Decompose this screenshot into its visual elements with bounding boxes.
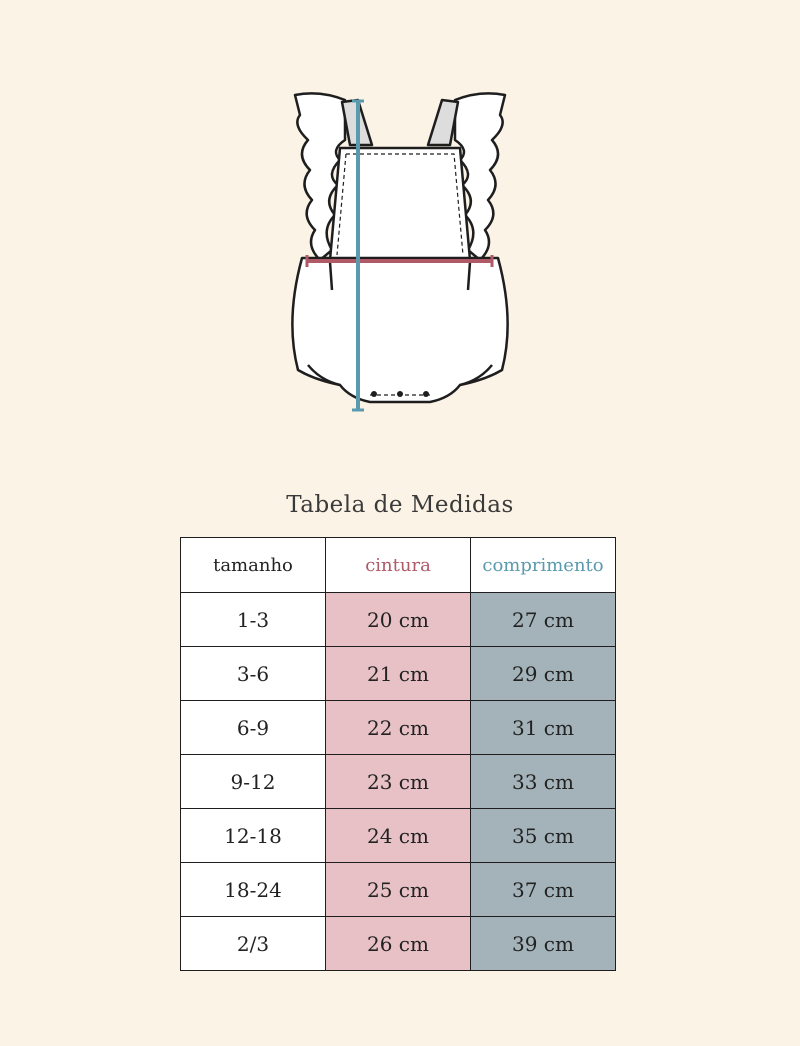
page-title: Tabela de Medidas xyxy=(286,492,514,518)
table-row: 2/3 26 cm 39 cm xyxy=(180,916,616,971)
tamanho-cell: 9-12 xyxy=(180,754,326,809)
table-row: 1-3 20 cm 27 cm xyxy=(180,592,616,647)
header-comprimento: comprimento xyxy=(470,537,616,593)
table-header-row: tamanho cintura comprimento xyxy=(180,537,616,593)
tamanho-cell: 6-9 xyxy=(180,700,326,755)
cintura-cell: 24 cm xyxy=(325,808,471,863)
size-table: tamanho cintura comprimento 1-3 20 cm 27 c… xyxy=(180,537,616,971)
table-row: 18-24 25 cm 37 cm xyxy=(180,862,616,917)
comprimento-cell: 29 cm xyxy=(470,646,616,701)
comprimento-cell: 37 cm xyxy=(470,862,616,917)
cintura-cell: 22 cm xyxy=(325,700,471,755)
cintura-cell: 21 cm xyxy=(325,646,471,701)
table-row: 6-9 22 cm 31 cm xyxy=(180,700,616,755)
header-tamanho: tamanho xyxy=(180,537,326,593)
romper-illustration xyxy=(291,92,509,412)
cintura-cell: 25 cm xyxy=(325,862,471,917)
header-cintura: cintura xyxy=(325,537,471,593)
table-row: 3-6 21 cm 29 cm xyxy=(180,646,616,701)
cintura-cell: 26 cm xyxy=(325,916,471,971)
tamanho-cell: 1-3 xyxy=(180,592,326,647)
cintura-cell: 23 cm xyxy=(325,754,471,809)
tamanho-cell: 12-18 xyxy=(180,808,326,863)
comprimento-cell: 33 cm xyxy=(470,754,616,809)
tamanho-cell: 2/3 xyxy=(180,916,326,971)
comprimento-cell: 35 cm xyxy=(470,808,616,863)
cintura-cell: 20 cm xyxy=(325,592,471,647)
table-row: 12-18 24 cm 35 cm xyxy=(180,808,616,863)
comprimento-cell: 27 cm xyxy=(470,592,616,647)
comprimento-cell: 31 cm xyxy=(470,700,616,755)
table-row: 9-12 23 cm 33 cm xyxy=(180,754,616,809)
tamanho-cell: 3-6 xyxy=(180,646,326,701)
tamanho-cell: 18-24 xyxy=(180,862,326,917)
comprimento-cell: 39 cm xyxy=(470,916,616,971)
